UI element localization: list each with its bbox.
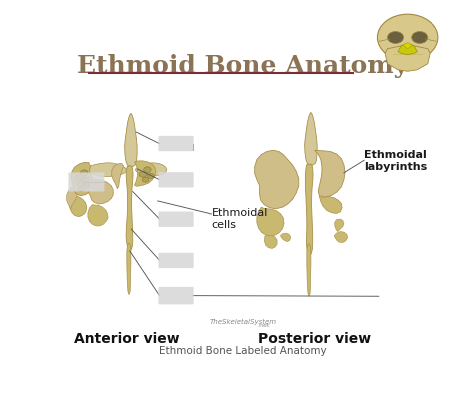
Polygon shape — [125, 114, 137, 167]
Ellipse shape — [77, 182, 84, 187]
Ellipse shape — [142, 178, 149, 183]
FancyBboxPatch shape — [158, 173, 194, 188]
Ellipse shape — [377, 15, 438, 62]
Polygon shape — [305, 113, 317, 166]
FancyBboxPatch shape — [158, 253, 194, 269]
Polygon shape — [70, 195, 87, 217]
FancyBboxPatch shape — [158, 212, 194, 227]
Ellipse shape — [84, 183, 90, 188]
Polygon shape — [334, 232, 347, 243]
Ellipse shape — [75, 175, 84, 181]
Polygon shape — [315, 151, 345, 198]
Polygon shape — [255, 151, 299, 209]
Text: Ethmoid Bone Anatomy: Ethmoid Bone Anatomy — [77, 54, 409, 78]
Polygon shape — [88, 205, 108, 226]
Ellipse shape — [78, 188, 84, 192]
Polygon shape — [88, 180, 113, 205]
Polygon shape — [398, 45, 417, 55]
Polygon shape — [257, 208, 284, 237]
Text: Ethmoidal
cells: Ethmoidal cells — [212, 208, 268, 229]
Polygon shape — [385, 46, 430, 72]
Polygon shape — [66, 188, 78, 209]
Ellipse shape — [411, 32, 428, 45]
Text: .net: .net — [257, 322, 269, 327]
Polygon shape — [127, 243, 131, 295]
Polygon shape — [403, 44, 412, 49]
Text: Anterior view: Anterior view — [74, 331, 180, 345]
Polygon shape — [264, 236, 277, 249]
FancyBboxPatch shape — [68, 173, 104, 192]
Polygon shape — [281, 234, 291, 242]
Text: Ethmoidal
labyrinths: Ethmoidal labyrinths — [364, 150, 428, 172]
Ellipse shape — [148, 174, 155, 179]
Polygon shape — [335, 220, 344, 232]
Polygon shape — [126, 166, 133, 252]
Polygon shape — [135, 162, 156, 187]
Ellipse shape — [139, 172, 147, 178]
Text: Ethmoid Bone Labeled Anatomy: Ethmoid Bone Labeled Anatomy — [159, 345, 327, 356]
FancyBboxPatch shape — [158, 287, 194, 305]
Polygon shape — [307, 244, 311, 296]
Polygon shape — [112, 164, 124, 189]
Ellipse shape — [81, 171, 88, 176]
Ellipse shape — [82, 178, 89, 183]
FancyBboxPatch shape — [158, 136, 194, 152]
Polygon shape — [135, 163, 167, 177]
Ellipse shape — [387, 32, 403, 45]
Polygon shape — [72, 163, 93, 196]
Text: TheSkeletalSystem: TheSkeletalSystem — [210, 318, 276, 324]
Polygon shape — [85, 163, 127, 177]
Polygon shape — [305, 164, 313, 256]
Ellipse shape — [144, 167, 151, 173]
Polygon shape — [319, 197, 342, 214]
Text: Posterior view: Posterior view — [258, 331, 371, 345]
